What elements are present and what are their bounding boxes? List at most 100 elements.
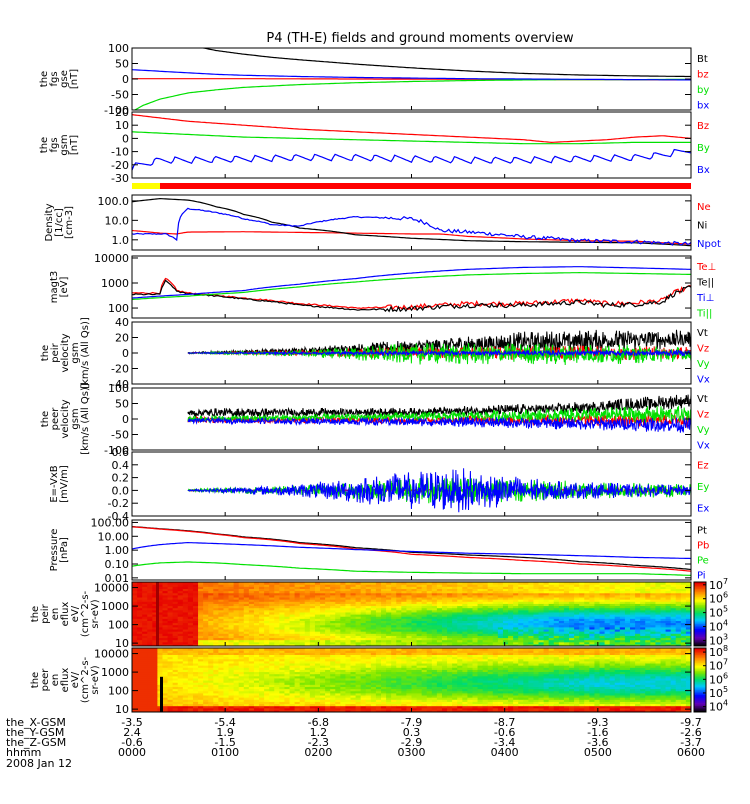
colorbar-tick-label: 104 — [709, 619, 728, 634]
y-tick-label: 0.10 — [105, 558, 130, 571]
y-tick-label: 40 — [115, 316, 129, 329]
panel-pressure-data — [132, 527, 691, 576]
y-tick-label: 0 — [122, 347, 129, 360]
legend-Vz: Vz — [697, 343, 709, 354]
legend-by: by — [697, 85, 709, 96]
y-axis-label: [cm-3] — [64, 206, 75, 239]
y-tick-label: 0.4 — [112, 459, 130, 472]
panel-frame — [132, 112, 691, 178]
legend-Ni: Ni — [697, 221, 707, 232]
series-Pi — [132, 543, 691, 559]
y-tick-label: 100.00 — [91, 516, 130, 529]
colorbar-tick-label: 107 — [709, 577, 728, 592]
y-tick-label: 10.0 — [105, 214, 130, 227]
y-axis-label: [nPa] — [59, 537, 70, 563]
y-tick-label: 0 — [122, 413, 129, 426]
legend-bx: bx — [697, 100, 709, 111]
y-tick-label: 0.0 — [112, 484, 130, 497]
y-tick-label: 0.2 — [112, 472, 130, 485]
y-tick-label: 10 — [115, 119, 129, 132]
series-Te|| — [132, 280, 691, 311]
y-tick-label: -20 — [111, 363, 129, 376]
legend-By: By — [697, 143, 710, 154]
y-axis-label: [km/s (All Qs)] — [80, 317, 91, 389]
legend-Te||: Te|| — [696, 277, 714, 288]
panel-density-data — [132, 199, 691, 246]
panel-e-field-data — [188, 468, 692, 512]
legend-Ne: Ne — [697, 202, 711, 213]
y-tick-label: 100 — [108, 302, 129, 315]
y-axis-label: [nT] — [69, 135, 80, 155]
legend-Vt: Vt — [697, 328, 708, 339]
panel-frame — [132, 256, 691, 318]
legend-Pe: Pe — [697, 556, 709, 567]
legend-Vx: Vx — [697, 440, 710, 451]
legend-Bt: Bt — [697, 54, 708, 65]
series-Pe — [132, 562, 691, 575]
legend-Vt: Vt — [697, 394, 708, 405]
legend-Vz: Vz — [697, 409, 709, 420]
y-tick-label: 1.00 — [105, 544, 130, 557]
panel-frame — [132, 520, 691, 580]
panel-frame — [132, 195, 691, 250]
y-axis-label: sr-eV) — [90, 599, 101, 628]
colorbar-tick-label: 106 — [709, 591, 728, 606]
legend-Te⊥: Te⊥ — [696, 262, 716, 273]
legend-Ti⊥: Ti⊥ — [696, 293, 714, 304]
data-gap-stripe — [156, 582, 159, 646]
y-tick-label: 10000 — [94, 582, 129, 595]
series-Bz — [132, 115, 691, 143]
y-axis-label: [km/s (All Qs)] — [80, 383, 91, 455]
legend-Pb: Pb — [697, 541, 709, 552]
chart-title: P4 (TH-E) fields and ground moments over… — [266, 31, 574, 46]
y-tick-label: 100 — [108, 42, 129, 55]
legend-Bz: Bz — [697, 121, 709, 132]
panel-peer-eflux-data — [132, 648, 692, 713]
legend-Ey: Ey — [697, 482, 709, 493]
y-tick-label: -30 — [111, 172, 129, 185]
y-tick-label: -50 — [111, 429, 129, 442]
legend-Vx: Vx — [697, 374, 710, 385]
y-axis-label: [nT] — [69, 69, 80, 89]
panel-peir-eflux-data — [132, 582, 692, 647]
panel-peir-velocity-data — [188, 330, 692, 365]
y-tick-label: 100 — [108, 619, 129, 632]
y-tick-label: 0.6 — [112, 446, 130, 459]
y-tick-label: 20 — [115, 106, 129, 119]
series-Ti⊥ — [132, 267, 691, 298]
y-tick-label: -20 — [111, 159, 129, 172]
y-tick-label: 0 — [122, 73, 129, 86]
colorbar-tick-label: 105 — [709, 605, 728, 620]
panel-peer-velocity-data — [188, 395, 692, 433]
y-tick-label: -50 — [111, 89, 129, 102]
y-tick-label: 100.0 — [98, 195, 130, 208]
series-Bx — [132, 150, 691, 171]
y-tick-label: 1.0 — [112, 234, 130, 247]
y-tick-label: 50 — [115, 58, 129, 71]
panel-fgs-gsm-data — [132, 115, 691, 171]
y-tick-label: 1000 — [101, 600, 129, 613]
legend-Bx: Bx — [697, 165, 710, 176]
legend-Pi: Pi — [697, 571, 706, 582]
y-axis-label: [mV/m] — [59, 465, 70, 503]
legend-Npot: Npot — [697, 239, 721, 250]
y-tick-label: 10.00 — [98, 530, 130, 543]
legend-Vy: Vy — [697, 425, 710, 436]
legend-bz: bz — [697, 69, 709, 80]
y-tick-label: 1000 — [101, 277, 129, 290]
series-By — [132, 132, 691, 144]
y-tick-label: 0 — [122, 132, 129, 145]
panel-magt3-data — [132, 267, 691, 312]
series-Ex — [188, 468, 692, 512]
legend-Pt: Pt — [697, 526, 707, 537]
